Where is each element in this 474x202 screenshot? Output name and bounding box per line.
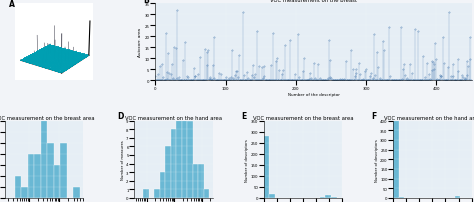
Bar: [143, 189, 149, 198]
Bar: [47, 143, 54, 198]
Text: A: A: [9, 0, 15, 9]
Bar: [165, 147, 171, 198]
Bar: [154, 189, 160, 198]
Bar: [325, 195, 331, 198]
Text: D: D: [117, 112, 123, 121]
Bar: [60, 143, 67, 198]
Bar: [28, 154, 34, 198]
Y-axis label: Number of descriptors: Number of descriptors: [245, 138, 249, 181]
Bar: [393, 0, 399, 198]
Bar: [399, 197, 404, 198]
Title: VOC measurement on the hand area: VOC measurement on the hand area: [125, 115, 222, 120]
Text: B: B: [143, 0, 148, 5]
X-axis label: Number of the descriptor: Number of the descriptor: [288, 92, 339, 96]
Bar: [41, 88, 47, 198]
Bar: [160, 172, 165, 198]
Title: VOC measurement on the breast area: VOC measurement on the breast area: [0, 115, 94, 120]
Bar: [455, 196, 460, 198]
Title: VOC measurement on the breast area: VOC measurement on the breast area: [253, 115, 353, 120]
Bar: [171, 129, 176, 198]
Bar: [204, 189, 209, 198]
Bar: [198, 164, 204, 198]
Bar: [320, 197, 325, 198]
Bar: [176, 104, 182, 198]
Title: VOC measurement on the breast: VOC measurement on the breast: [270, 0, 357, 3]
Y-axis label: Autocorr. area: Autocorr. area: [138, 28, 142, 57]
Bar: [54, 165, 60, 198]
Bar: [192, 164, 198, 198]
Bar: [15, 176, 21, 198]
Bar: [331, 197, 337, 198]
Bar: [182, 95, 187, 198]
Bar: [21, 187, 28, 198]
Y-axis label: Number of descriptors: Number of descriptors: [375, 138, 379, 181]
Bar: [269, 194, 275, 198]
Bar: [73, 187, 80, 198]
Text: E: E: [242, 112, 247, 121]
Bar: [264, 136, 269, 198]
Title: VOC measurement on the hand area: VOC measurement on the hand area: [384, 115, 474, 120]
Bar: [187, 121, 192, 198]
Y-axis label: Number of measures: Number of measures: [121, 140, 125, 179]
Bar: [34, 154, 41, 198]
Text: F: F: [371, 112, 376, 121]
